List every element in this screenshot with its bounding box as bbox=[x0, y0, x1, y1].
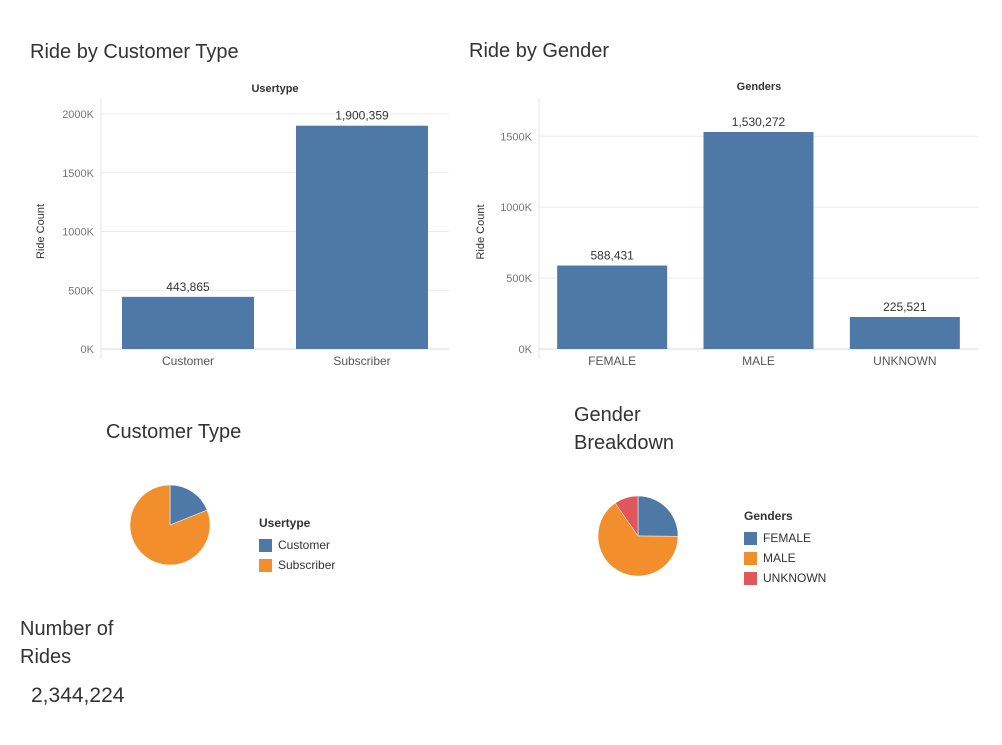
pie-slice-male bbox=[598, 502, 679, 577]
y-tick-label: 0K bbox=[81, 344, 95, 356]
y-tick-label: 1500K bbox=[62, 168, 94, 180]
x-tick-label-male: MALE bbox=[742, 354, 775, 368]
gender-legend: Genders FEMALE MALE UNKNOWN bbox=[744, 508, 826, 588]
pie-slice-female bbox=[637, 496, 679, 537]
x-tick-label-customer: Customer bbox=[162, 354, 214, 368]
y-tick-label: 0K bbox=[519, 344, 533, 356]
legend-item-customer[interactable]: Customer bbox=[259, 535, 335, 555]
legend-label-male: MALE bbox=[763, 551, 796, 565]
x-tick-label-female: FEMALE bbox=[588, 354, 636, 368]
data-label-unknown: 225,521 bbox=[883, 300, 927, 314]
legend-swatch-female bbox=[744, 531, 757, 545]
y-axis-label: Ride Count bbox=[35, 204, 47, 259]
gender-breakdown-title-line1: Gender bbox=[574, 404, 641, 426]
legend-label-subscriber: Subscriber bbox=[278, 558, 336, 572]
data-label-male: 1,530,272 bbox=[732, 115, 786, 129]
number-of-rides-title-line2: Rides bbox=[20, 646, 72, 668]
legend-swatch-male bbox=[744, 551, 757, 565]
y-tick-label: 2000K bbox=[62, 109, 94, 121]
customer-type-pie-chart bbox=[130, 485, 211, 566]
chart-header: Usertype bbox=[251, 83, 298, 95]
total-rides-value: 2,344,224 bbox=[31, 684, 125, 707]
legend-item-unknown[interactable]: UNKNOWN bbox=[744, 568, 826, 588]
customer-type-legend-title: Usertype bbox=[259, 516, 311, 530]
ride-by-gender-title: Ride by Gender bbox=[469, 40, 610, 62]
y-tick-label: 1000K bbox=[62, 227, 94, 239]
bar-male bbox=[703, 131, 814, 349]
y-tick-label: 1000K bbox=[500, 202, 532, 214]
bar-customer bbox=[122, 296, 254, 349]
legend-swatch-subscriber bbox=[259, 558, 272, 572]
gender-breakdown-title: Gender Breakdown bbox=[574, 401, 674, 457]
pie-slice-customer bbox=[169, 485, 208, 526]
x-tick-label-unknown: UNKNOWN bbox=[873, 354, 936, 368]
ride-by-customer-type-title: Ride by Customer Type bbox=[30, 41, 239, 63]
pie-slice-unknown bbox=[614, 496, 639, 537]
customer-type-legend: Usertype Customer Subscriber bbox=[259, 515, 335, 575]
y-tick-label: 500K bbox=[506, 273, 532, 285]
bar-female bbox=[557, 265, 668, 349]
pie-slice-subscriber bbox=[130, 485, 211, 566]
bar-unknown bbox=[849, 317, 960, 349]
legend-item-male[interactable]: MALE bbox=[744, 548, 826, 568]
number-of-rides-title-line1: Number of bbox=[20, 618, 114, 640]
number-of-rides-title: Number of Rides bbox=[20, 615, 113, 671]
legend-label-unknown: UNKNOWN bbox=[763, 571, 827, 585]
data-label-customer: 443,865 bbox=[166, 280, 210, 294]
bar-subscriber bbox=[296, 125, 428, 349]
y-axis-label: Ride Count bbox=[475, 204, 487, 259]
gender-legend-title: Genders bbox=[744, 509, 793, 523]
chart-header: Genders bbox=[737, 81, 782, 93]
legend-swatch-customer bbox=[259, 538, 272, 552]
legend-swatch-unknown bbox=[744, 571, 757, 585]
legend-label-female: FEMALE bbox=[763, 531, 812, 545]
gender-breakdown-pie-chart bbox=[598, 496, 679, 577]
legend-label-customer: Customer bbox=[278, 538, 331, 552]
y-tick-label: 500K bbox=[68, 285, 94, 297]
x-tick-label-subscriber: Subscriber bbox=[333, 354, 390, 368]
ride-by-gender-chart: Genders 0K 500K 1000K 1500K Ride Count 588,431… bbox=[475, 81, 978, 368]
data-label-subscriber: 1,900,359 bbox=[335, 109, 389, 123]
y-tick-label: 1500K bbox=[500, 131, 532, 143]
legend-item-female[interactable]: FEMALE bbox=[744, 528, 826, 548]
legend-item-subscriber[interactable]: Subscriber bbox=[259, 555, 335, 575]
gender-breakdown-title-line2: Breakdown bbox=[574, 432, 675, 454]
data-label-female: 588,431 bbox=[590, 249, 634, 263]
ride-by-customer-type-chart: Usertype 0K 500K 1000K 1500K 2000K Ride Count 4… bbox=[35, 83, 449, 368]
customer-type-title: Customer Type bbox=[106, 421, 242, 443]
